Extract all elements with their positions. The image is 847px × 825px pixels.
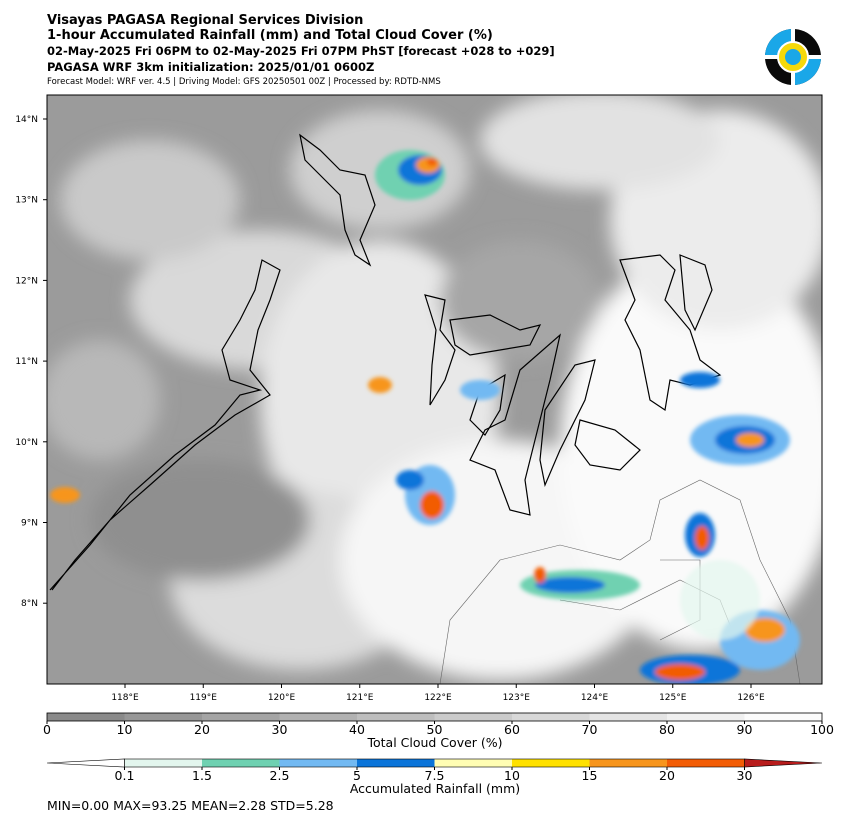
- cloud-colorbar-segment: [512, 713, 590, 721]
- lat-label: 10°N: [15, 438, 38, 448]
- rain-colorbar-segment: [667, 759, 745, 767]
- lon-label: 124°E: [581, 693, 609, 703]
- rain-colorbar-tick-label: 15: [582, 768, 598, 783]
- rain-colorbar-tick-label: 20: [659, 768, 675, 783]
- lat-label: 9°N: [21, 519, 38, 529]
- cloud-colorbar-tick-label: 60: [504, 722, 520, 737]
- rain-colorbar-tick-label: 2.5: [270, 768, 290, 783]
- lon-label: 126°E: [737, 693, 765, 703]
- cloud-colorbar-tick-label: 80: [659, 722, 675, 737]
- lat-label: 13°N: [15, 196, 38, 206]
- map: [47, 95, 822, 684]
- cloud-colorbar-tick-label: 30: [272, 722, 288, 737]
- cloud-colorbar-segment: [667, 713, 745, 721]
- cloud-colorbar-tick-label: 20: [194, 722, 210, 737]
- cloud-colorbar-tick-label: 40: [349, 722, 365, 737]
- cloud-colorbar-tick-label: 90: [737, 722, 753, 737]
- subtitle: 1-hour Accumulated Rainfall (mm) and Tot…: [47, 28, 493, 43]
- cloud-colorbar-segment: [589, 713, 667, 721]
- lon-label: 120°E: [268, 693, 296, 703]
- lat-label: 11°N: [15, 357, 38, 367]
- map-frame: [46, 94, 823, 685]
- cloud-colorbar-segment: [357, 713, 435, 721]
- lon-label: 121°E: [346, 693, 374, 703]
- rain-colorbar-tick-label: 30: [737, 768, 753, 783]
- lon-label: 122°E: [424, 693, 452, 703]
- cloud-colorbar-tick-label: 70: [582, 722, 598, 737]
- lon-label: 123°E: [503, 693, 531, 703]
- rain-cells: [50, 150, 800, 684]
- cloud-colorbar-segment: [47, 713, 125, 721]
- rain-colorbar-tick-label: 0.1: [115, 768, 135, 783]
- lon-label: 118°E: [111, 693, 139, 703]
- model-info: Forecast Model: WRF ver. 4.5 | Driving M…: [47, 77, 441, 87]
- rain-colorbar-label: Accumulated Rainfall (mm): [350, 781, 520, 796]
- rain-colorbar-tick-label: 7.5: [425, 768, 445, 783]
- rain-colorbar-segment: [434, 759, 512, 767]
- cloud-colorbar-tick-label: 10: [117, 722, 133, 737]
- rain-colorbar-segment: [124, 759, 202, 767]
- cloud-colorbar-label: Total Cloud Cover (%): [366, 735, 502, 750]
- cloud-colorbar-segment: [202, 713, 280, 721]
- lat-label: 14°N: [15, 115, 38, 125]
- cloud-colorbar-segment: [279, 713, 357, 721]
- rain-colorbar-under: [46, 758, 125, 768]
- cloud-colorbar-segment: [124, 713, 202, 721]
- rain-colorbar-tick-label: 5: [353, 768, 361, 783]
- lon-label: 119°E: [190, 693, 218, 703]
- rain-colorbar-segment: [589, 759, 667, 767]
- stats: MIN=0.00 MAX=93.25 MEAN=2.28 STD=5.28: [47, 798, 334, 813]
- cloud-colorbar-tick-label: 50: [427, 722, 443, 737]
- rain-colorbar-segment: [357, 759, 435, 767]
- period: 02-May-2025 Fri 06PM to 02-May-2025 Fri …: [47, 44, 555, 58]
- cloud-colorbar-segment: [744, 713, 822, 721]
- lat-label: 8°N: [21, 599, 38, 609]
- rain-colorbar-segment: [279, 759, 357, 767]
- cloud-colorbar-tick-label: 0: [43, 722, 51, 737]
- cloud-colorbar-tick-label: 100: [810, 722, 834, 737]
- rain-colorbar-segment: [512, 759, 590, 767]
- lat-label: 12°N: [15, 276, 38, 286]
- rain-colorbar-segment: [202, 759, 280, 767]
- cloud-colorbar-segment: [434, 713, 512, 721]
- rain-colorbar-over: [744, 758, 823, 768]
- rain-colorbar-tick-label: 10: [504, 768, 520, 783]
- rain-colorbar-tick-label: 1.5: [192, 768, 212, 783]
- initialization: PAGASA WRF 3km initialization: 2025/01/0…: [47, 60, 374, 74]
- logo: [765, 29, 821, 85]
- title: Visayas PAGASA Regional Services Divisio…: [47, 13, 363, 28]
- lon-label: 125°E: [659, 693, 687, 703]
